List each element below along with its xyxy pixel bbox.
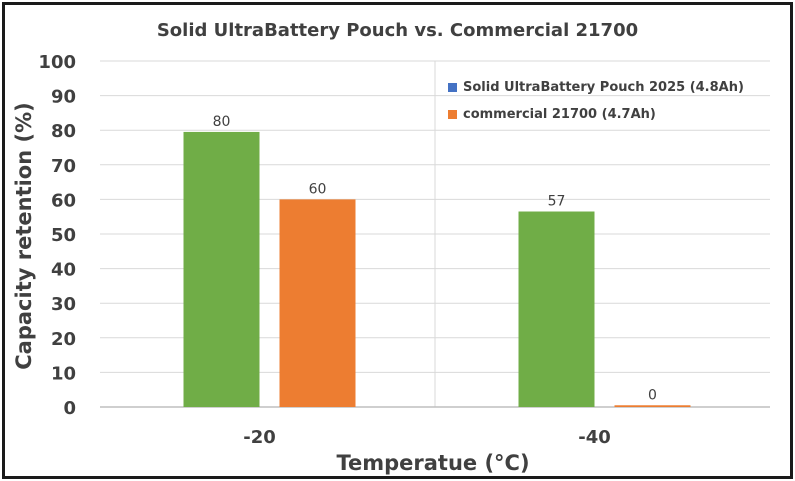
data-label--40-series-0: 57 [548, 194, 566, 210]
y-tick-label-40: 40 [51, 260, 76, 281]
data-label--40-series-1: 0 [648, 387, 657, 403]
bar--40-series-1 [614, 405, 691, 407]
y-tick-label-10: 10 [51, 363, 76, 384]
data-label--20-series-0: 80 [213, 114, 231, 130]
y-tick-label-60: 60 [51, 190, 76, 211]
y-axis-title: Capacity retention (%) [12, 102, 36, 369]
y-tick-label-90: 90 [51, 87, 76, 108]
chart-title: Solid UltraBattery Pouch vs. Commercial … [156, 20, 639, 41]
legend-swatch-commercial-21700 [448, 109, 457, 119]
bar--40-series-0 [518, 211, 595, 407]
y-tick-label-80: 80 [51, 121, 76, 142]
x-tick-label--20: -20 [243, 427, 276, 448]
bar--20-series-0 [183, 131, 260, 407]
bar--20-series-1 [279, 199, 356, 407]
data-label--20-series-1: 60 [309, 181, 327, 197]
legend-item-solid-ultrabattery: Solid UltraBattery Pouch 2025 (4.8Ah) [448, 78, 744, 96]
y-tick-label-70: 70 [51, 156, 76, 177]
legend-label-solid-ultrabattery: Solid UltraBattery Pouch 2025 (4.8Ah) [463, 79, 744, 95]
y-tick-label-100: 100 [38, 52, 76, 73]
x-tick-label--40: -40 [578, 427, 611, 448]
y-tick-label-0: 0 [63, 398, 76, 419]
legend-item-commercial-21700: commercial 21700 (4.7Ah) [448, 105, 744, 123]
y-tick-label-30: 30 [51, 294, 76, 315]
y-tick-label-50: 50 [51, 225, 76, 246]
legend-swatch-solid-ultrabattery [448, 82, 457, 92]
y-tick-label-20: 20 [51, 329, 76, 350]
x-axis-title: Temperatue (°C) [336, 451, 529, 475]
chart-legend: Solid UltraBattery Pouch 2025 (4.8Ah) co… [448, 78, 744, 132]
legend-label-commercial-21700: commercial 21700 (4.7Ah) [463, 106, 656, 122]
